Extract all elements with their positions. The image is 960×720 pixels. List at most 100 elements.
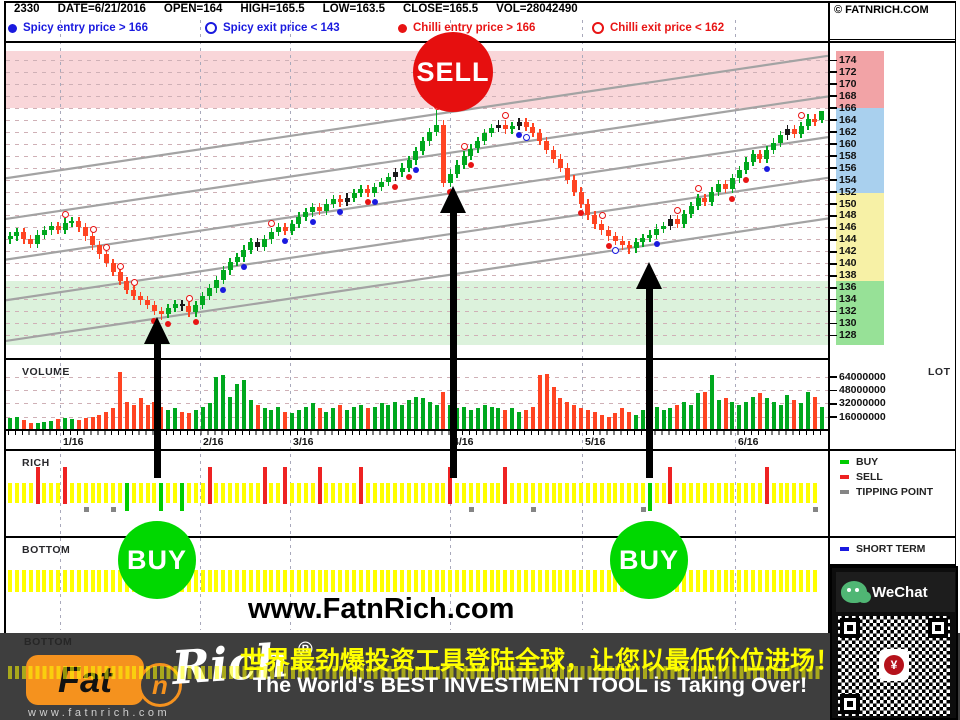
volume-value: VOL=28042490	[496, 3, 578, 15]
rich-bar	[682, 483, 687, 503]
price-tick-label: 136	[839, 281, 857, 294]
rich-bar	[145, 483, 150, 503]
rich-sell-bar	[283, 467, 288, 504]
axis-band	[836, 51, 884, 108]
rich-top-border	[4, 449, 956, 451]
bottom-bar	[530, 570, 535, 592]
fatnrich-logo: Fat n Rich ® www.fatnrich.com	[26, 633, 313, 719]
rich-bar	[138, 483, 143, 503]
signal-marker	[392, 183, 399, 190]
tipping-point-square	[468, 507, 474, 512]
rich-bar	[28, 483, 33, 503]
chart-band	[6, 280, 828, 346]
wechat-qr-panel: WeChat ¥	[830, 566, 958, 720]
rich-bar	[434, 483, 439, 503]
price-tick	[828, 107, 837, 110]
rich-bar	[21, 483, 26, 503]
bottom-bar	[338, 570, 343, 592]
legend-item-label: BUY	[856, 456, 879, 468]
month-label: 4/16	[453, 436, 474, 448]
rich-panel-title: RICH	[22, 457, 50, 469]
rich-bar	[420, 483, 425, 503]
outer-border-right	[954, 1, 956, 633]
rich-bar	[792, 483, 797, 503]
signal-arrow-shaft	[645, 286, 653, 478]
signal-marker	[117, 262, 125, 270]
signal-marker	[337, 208, 344, 215]
volume-tick	[828, 376, 837, 379]
h-gridline	[6, 311, 828, 313]
volume-unit-label: LOT	[928, 366, 951, 378]
rich-bar	[310, 483, 315, 503]
bottom-bar	[21, 570, 26, 592]
price-tick	[828, 83, 837, 86]
rich-bar	[737, 483, 742, 503]
volume-tick-label: 16000000	[839, 410, 886, 423]
bottom-panel-title: BOTTOM	[22, 544, 71, 556]
price-tick-label: 128	[839, 329, 857, 342]
signal-marker	[412, 167, 419, 174]
rich-bar	[524, 483, 528, 503]
signal-marker	[612, 247, 620, 255]
tipping-point-square	[812, 507, 818, 512]
signal-marker	[729, 195, 736, 202]
bottom-bar	[393, 570, 398, 592]
price-tick-label: 174	[839, 54, 857, 66]
bottom-bar	[524, 570, 528, 592]
rich-bar	[455, 483, 460, 503]
h-gridline	[6, 143, 828, 145]
signal-marker	[240, 263, 247, 270]
rich-bar	[744, 483, 749, 503]
signal-marker	[523, 133, 530, 141]
rich-bar	[104, 483, 109, 503]
bottom-bar	[276, 570, 281, 592]
buy-signal-badge: BUY	[118, 521, 196, 599]
bottom-bar	[455, 570, 460, 592]
signal-marker	[743, 176, 750, 183]
rich-bar	[696, 483, 700, 503]
rich-bar	[228, 483, 233, 503]
rich-sell-bar	[262, 467, 267, 504]
rich-bar	[579, 483, 584, 503]
price-tick-label: 166	[839, 101, 857, 114]
h-gridline	[6, 323, 828, 325]
legend-chilli-entry: Chilli entry price > 166	[398, 22, 535, 34]
axis-divider	[828, 1, 830, 633]
rich-bar	[97, 483, 102, 503]
bottom2-yellow-bars	[8, 666, 820, 679]
price-tick	[828, 143, 837, 146]
price-tick-label: 132	[839, 305, 857, 318]
bottom-bar	[744, 570, 749, 592]
rich-sell-bar	[317, 467, 322, 504]
signal-arrow-icon	[144, 317, 170, 344]
tipping-point-square	[640, 507, 646, 512]
chilli-exit-ring-icon	[592, 22, 604, 34]
rich-bar	[118, 483, 123, 503]
rich-bar	[255, 483, 260, 503]
price-tick-label: 134	[839, 293, 857, 306]
signal-marker	[282, 237, 289, 244]
wechat-label: WeChat	[872, 583, 928, 601]
rich-bar	[338, 483, 343, 503]
volume-tick	[828, 402, 837, 405]
signal-marker	[406, 174, 413, 181]
price-tick-label: 138	[839, 269, 857, 282]
rich-bar	[517, 483, 522, 503]
rich-bar	[303, 483, 308, 503]
rich-bar	[606, 483, 611, 503]
bottom-bar	[104, 570, 109, 592]
rich-bar	[620, 483, 625, 503]
spicy-entry-dot-icon	[8, 23, 17, 33]
rich-bar	[352, 483, 356, 503]
h-gridline	[6, 107, 828, 109]
signal-arrow-icon	[440, 186, 466, 213]
trend-channel-lines	[5, 54, 828, 343]
bottom-bar	[207, 570, 212, 592]
date-value: DATE=6/21/2016	[57, 3, 146, 15]
h-gridline	[6, 191, 828, 193]
rich-sell-bar	[358, 467, 363, 504]
axis-band	[836, 193, 884, 281]
bottom-bar	[310, 570, 315, 592]
bottom-bar	[42, 570, 47, 592]
